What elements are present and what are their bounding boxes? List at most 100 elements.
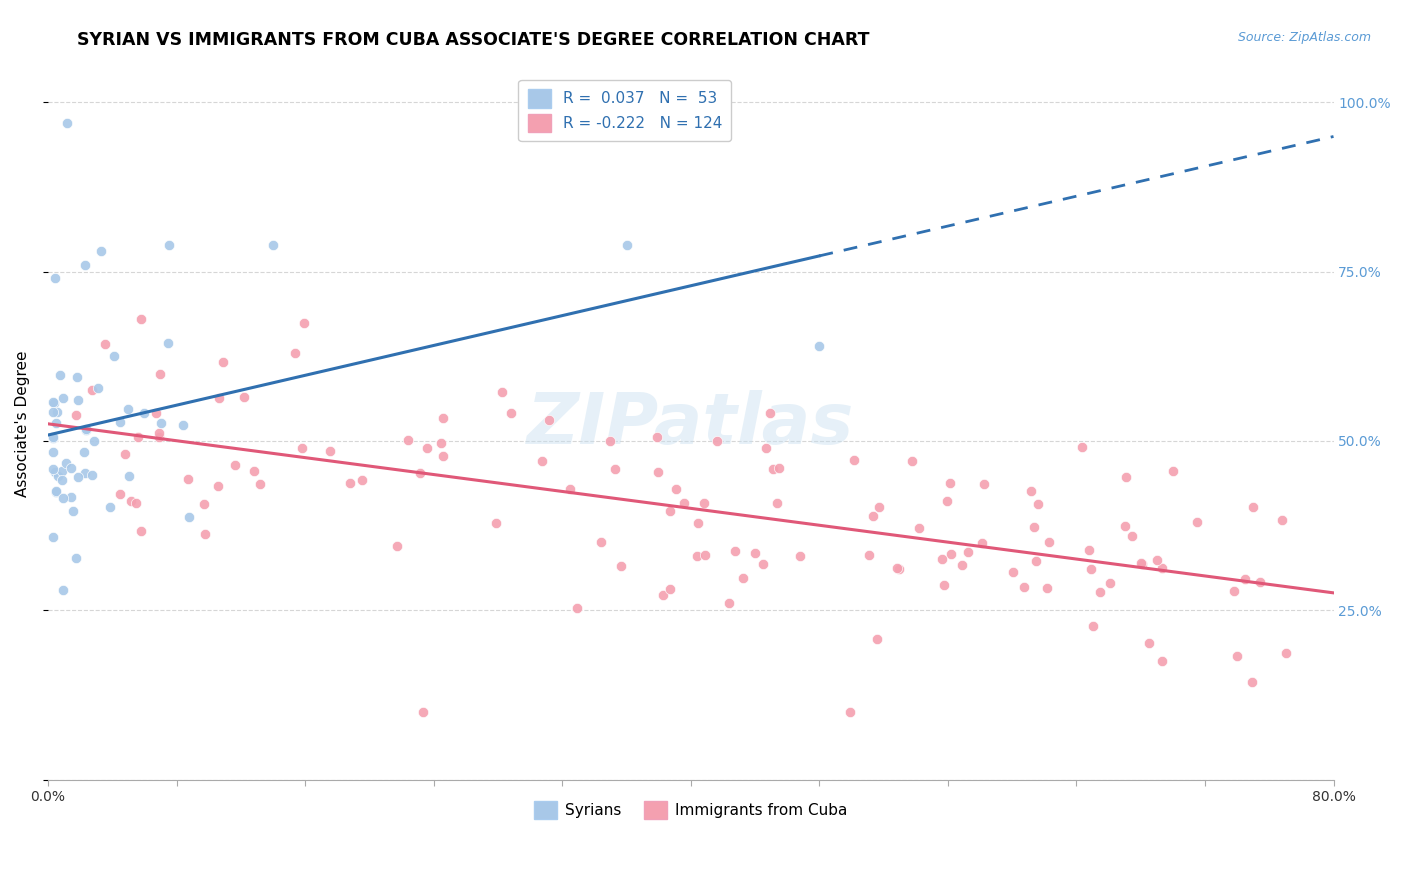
Point (114, 447, 136, 461)
Point (866, 632, 889, 646)
Point (149, 417, 172, 431)
Point (589, 535, 612, 549)
Point (207, 391, 229, 405)
Point (1099, 575, 1122, 590)
Point (75, 421, 97, 435)
Point (706, 434, 728, 448)
Point (491, 384, 513, 399)
Point (129, 524, 152, 538)
Point (1025, 554, 1047, 568)
Point (567, 601, 589, 615)
Point (652, 588, 675, 602)
Point (665, 482, 688, 496)
Point (1080, 562, 1102, 576)
Point (45, 483, 67, 498)
Point (120, 494, 142, 508)
Point (42, 395, 65, 409)
Point (886, 561, 908, 575)
Point (789, 549, 811, 564)
Point (733, 571, 755, 585)
Point (808, 339, 831, 353)
Point (42, 444, 65, 458)
Point (908, 521, 931, 535)
Text: SYRIAN VS IMMIGRANTS FROM CUBA ASSOCIATE'S DEGREE CORRELATION CHART: SYRIAN VS IMMIGRANTS FROM CUBA ASSOCIATE… (77, 31, 870, 49)
Point (56, 116, 79, 130)
Point (51, 464, 73, 478)
Point (1115, 469, 1137, 483)
Point (901, 453, 924, 467)
Point (973, 476, 995, 491)
Point (284, 346, 307, 360)
Point (932, 578, 955, 592)
Point (55, 456, 77, 470)
Point (60, 461, 83, 475)
Y-axis label: Associate's Degree: Associate's Degree (15, 351, 30, 498)
Point (243, 464, 266, 478)
Point (868, 500, 890, 515)
Point (1114, 519, 1136, 533)
Point (156, 336, 179, 351)
Point (1083, 619, 1105, 633)
Point (1275, 646, 1298, 660)
Point (108, 487, 131, 501)
Point (950, 558, 973, 573)
Point (752, 557, 775, 571)
Point (409, 466, 432, 480)
Point (66, 370, 89, 384)
Point (52, 391, 75, 405)
Point (658, 504, 681, 518)
Point (1225, 648, 1247, 663)
Point (1222, 584, 1244, 599)
Point (1137, 636, 1160, 650)
Point (887, 562, 910, 576)
Point (291, 441, 314, 455)
Point (659, 582, 682, 596)
Point (1036, 581, 1059, 595)
Point (686, 549, 709, 563)
Point (1012, 580, 1035, 594)
Point (647, 430, 669, 444)
Point (249, 477, 271, 491)
Point (129, 312, 152, 326)
Point (844, 452, 866, 467)
Point (118, 468, 141, 483)
Point (82, 383, 104, 397)
Text: ZIPatlas: ZIPatlas (527, 390, 855, 458)
Point (66, 470, 89, 484)
Point (693, 495, 716, 509)
Point (177, 472, 200, 486)
Point (292, 316, 315, 330)
Point (108, 415, 131, 429)
Point (1088, 584, 1111, 599)
Point (46, 469, 69, 483)
Point (73, 445, 96, 459)
Point (499, 407, 522, 421)
Point (718, 596, 741, 610)
Point (941, 547, 963, 561)
Point (73, 467, 96, 481)
Point (42, 431, 65, 445)
Point (724, 543, 747, 558)
Point (117, 402, 139, 417)
Point (262, 237, 284, 252)
Point (744, 546, 766, 560)
Point (1038, 535, 1060, 549)
Point (42, 461, 65, 475)
Point (1240, 675, 1263, 690)
Point (1130, 557, 1153, 571)
Point (319, 444, 342, 458)
Point (83, 434, 105, 449)
Point (65, 408, 87, 422)
Point (616, 237, 638, 252)
Point (62, 504, 84, 518)
Point (1001, 565, 1024, 579)
Point (1026, 497, 1049, 511)
Point (52, 491, 75, 505)
Point (148, 430, 170, 444)
Point (127, 430, 149, 444)
Point (52, 582, 75, 597)
Point (385, 539, 408, 553)
Point (485, 516, 508, 530)
Point (673, 496, 696, 510)
Point (149, 368, 172, 382)
